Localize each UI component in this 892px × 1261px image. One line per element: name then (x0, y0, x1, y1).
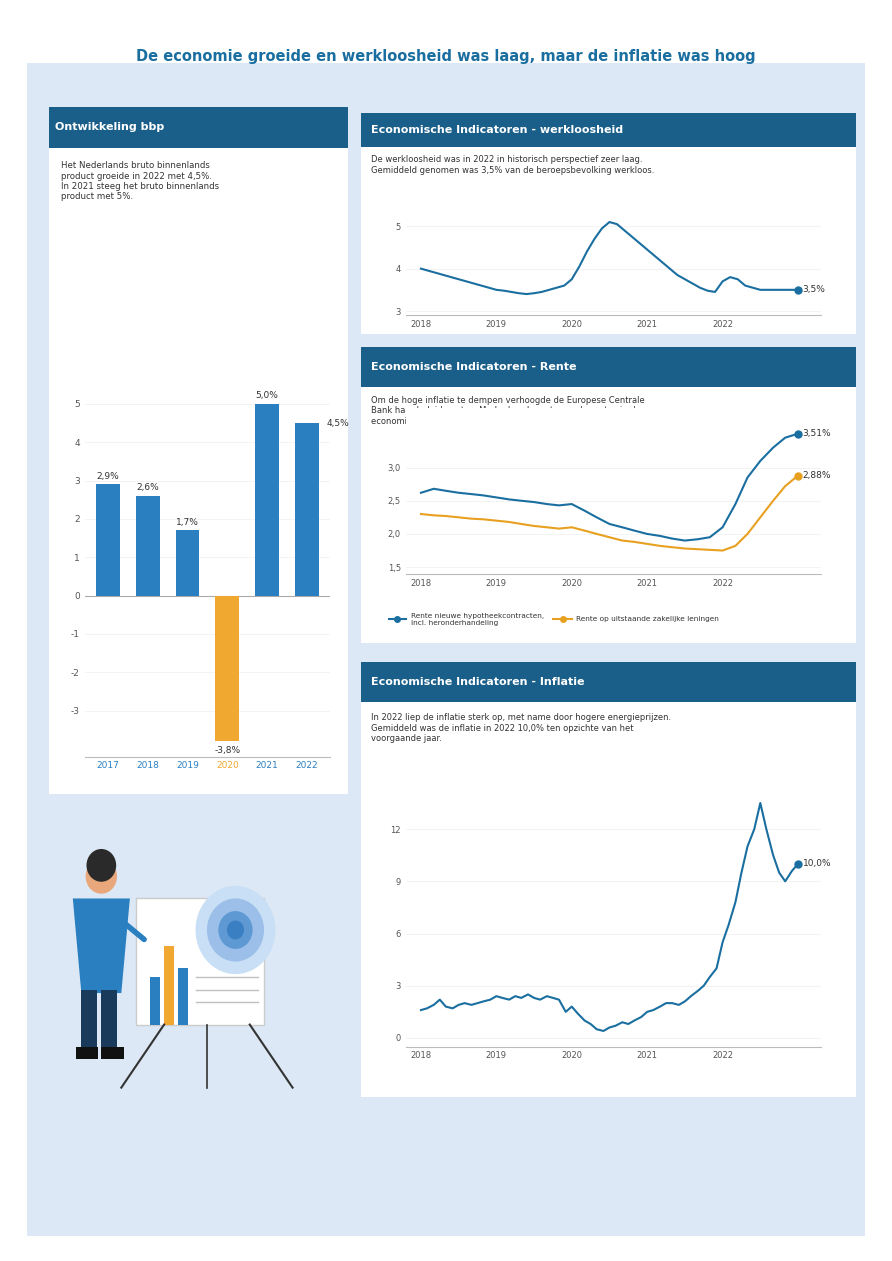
Bar (361, 347, 856, 387)
Circle shape (227, 921, 244, 939)
Text: Het Nederlands bruto binnenlands
product groeide in 2022 met 4,5%.
In 2021 steeg: Het Nederlands bruto binnenlands product… (61, 161, 219, 202)
Bar (49, 107, 348, 148)
Text: 3,51%: 3,51% (803, 429, 831, 438)
Bar (295, 424, 319, 595)
Text: 2,9%: 2,9% (96, 472, 120, 480)
Circle shape (195, 885, 276, 973)
Text: Om de hoge inflatie te dempen verhoogde de Europese Centrale
Bank haar beleidsre: Om de hoge inflatie te dempen verhoogde … (371, 396, 645, 426)
Bar (136, 898, 264, 1024)
Text: Economische Indicatoren - werkloosheid: Economische Indicatoren - werkloosheid (371, 125, 624, 135)
Bar (96, 484, 120, 595)
Circle shape (86, 859, 117, 894)
Text: Economische Indicatoren - Rente: Economische Indicatoren - Rente (371, 362, 576, 372)
FancyBboxPatch shape (19, 52, 873, 1247)
Text: De werkloosheid was in 2022 in historisch perspectief zeer laag.
Gemiddeld genom: De werkloosheid was in 2022 in historisc… (371, 155, 655, 175)
Bar (361, 113, 856, 146)
Bar (136, 496, 160, 595)
Bar (76, 1047, 98, 1059)
Text: 3,5%: 3,5% (803, 285, 825, 294)
Polygon shape (73, 898, 130, 994)
Bar (215, 595, 239, 741)
Bar (255, 404, 279, 595)
Bar (176, 531, 200, 595)
Text: Rente op uitstaande zakelijke leningen: Rente op uitstaande zakelijke leningen (576, 617, 719, 622)
Text: 5,0%: 5,0% (256, 391, 278, 400)
Text: In 2022 liep de inflatie sterk op, met name door hogere energieprijzen.
Gemiddel: In 2022 liep de inflatie sterk op, met n… (371, 714, 672, 743)
Bar (81, 990, 97, 1047)
Text: 2,88%: 2,88% (803, 472, 831, 480)
Text: 1,7%: 1,7% (176, 517, 199, 527)
Bar (178, 968, 188, 1024)
Circle shape (219, 910, 252, 950)
Bar (102, 990, 117, 1047)
Circle shape (207, 898, 264, 962)
Text: Rente nieuwe hypotheekcontracten,
incl. heronderhandeling: Rente nieuwe hypotheekcontracten, incl. … (411, 613, 544, 625)
Bar (150, 977, 160, 1024)
Text: De economie groeide en werkloosheid was laag, maar de inflatie was hoog: De economie groeide en werkloosheid was … (136, 49, 756, 64)
Text: Ontwikkeling bbp: Ontwikkeling bbp (55, 122, 164, 132)
Bar (164, 946, 174, 1024)
Bar (102, 1047, 124, 1059)
Text: 10,0%: 10,0% (803, 860, 831, 869)
Text: -3,8%: -3,8% (214, 745, 240, 755)
Circle shape (87, 849, 116, 881)
Bar (361, 662, 856, 702)
Text: 2,6%: 2,6% (136, 483, 159, 492)
Text: 4,5%: 4,5% (326, 419, 350, 427)
Text: Economische Indicatoren - Inflatie: Economische Indicatoren - Inflatie (371, 677, 584, 687)
